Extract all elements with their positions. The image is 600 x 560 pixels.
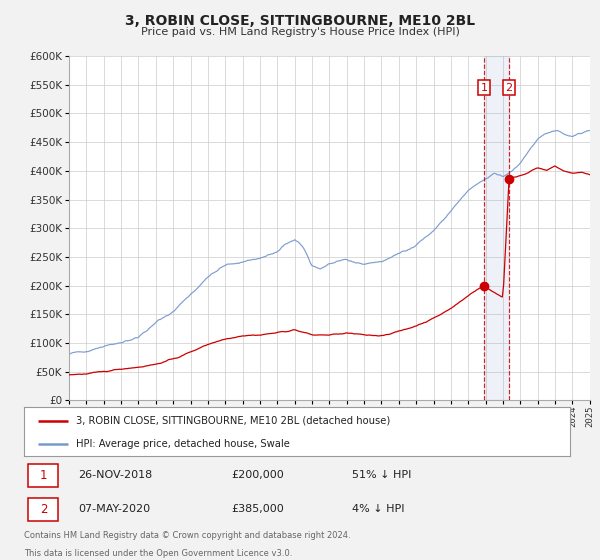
Text: HPI: Average price, detached house, Swale: HPI: Average price, detached house, Swal… bbox=[76, 439, 290, 449]
Text: 26-NOV-2018: 26-NOV-2018 bbox=[79, 470, 153, 480]
Text: £385,000: £385,000 bbox=[232, 505, 284, 515]
Text: Contains HM Land Registry data © Crown copyright and database right 2024.: Contains HM Land Registry data © Crown c… bbox=[24, 530, 350, 540]
Text: 4% ↓ HPI: 4% ↓ HPI bbox=[352, 505, 404, 515]
Text: 2: 2 bbox=[40, 503, 47, 516]
Text: Price paid vs. HM Land Registry's House Price Index (HPI): Price paid vs. HM Land Registry's House … bbox=[140, 27, 460, 37]
Text: 2: 2 bbox=[506, 82, 512, 92]
Text: This data is licensed under the Open Government Licence v3.0.: This data is licensed under the Open Gov… bbox=[24, 549, 292, 558]
Bar bbox=[28, 498, 58, 521]
Text: 07-MAY-2020: 07-MAY-2020 bbox=[79, 505, 151, 515]
Text: 3, ROBIN CLOSE, SITTINGBOURNE, ME10 2BL (detached house): 3, ROBIN CLOSE, SITTINGBOURNE, ME10 2BL … bbox=[76, 416, 390, 426]
Text: £200,000: £200,000 bbox=[232, 470, 284, 480]
Text: 1: 1 bbox=[481, 82, 487, 92]
Bar bbox=[484, 56, 509, 400]
Text: 3, ROBIN CLOSE, SITTINGBOURNE, ME10 2BL: 3, ROBIN CLOSE, SITTINGBOURNE, ME10 2BL bbox=[125, 14, 475, 28]
Text: 51% ↓ HPI: 51% ↓ HPI bbox=[352, 470, 411, 480]
Bar bbox=[28, 464, 58, 487]
Text: 1: 1 bbox=[40, 469, 47, 482]
